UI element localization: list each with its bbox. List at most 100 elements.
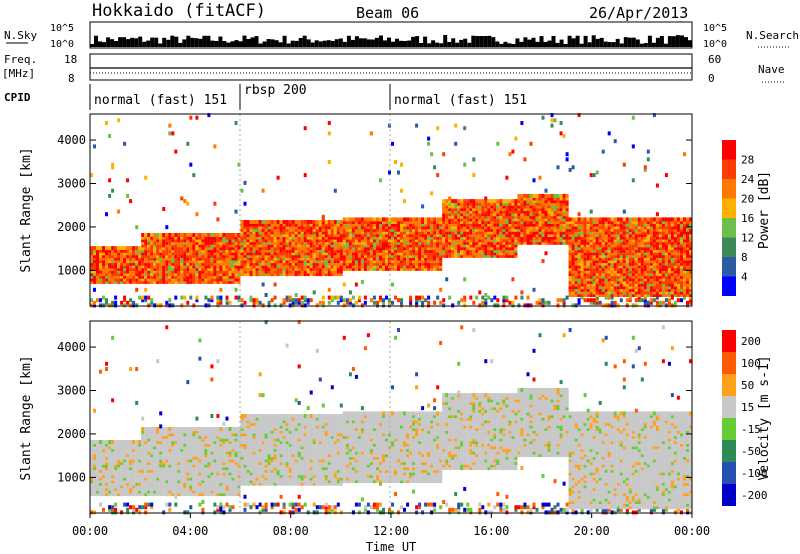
power-cell xyxy=(391,141,395,146)
power-cell xyxy=(102,264,106,269)
power-cell xyxy=(394,264,398,269)
power-cell xyxy=(168,233,172,237)
power-cell xyxy=(475,251,479,256)
power-cell xyxy=(336,220,340,224)
power-cell xyxy=(324,261,328,266)
power-cell xyxy=(240,269,244,274)
power-cell xyxy=(357,264,361,269)
power-cell xyxy=(264,264,268,269)
power-cell xyxy=(150,248,154,253)
power-cell xyxy=(282,259,286,264)
power-cell xyxy=(369,261,373,266)
power-cell xyxy=(376,230,380,235)
power-cell xyxy=(324,256,328,261)
power-cell xyxy=(418,261,422,266)
power-cell xyxy=(469,217,473,222)
power-cell xyxy=(508,243,512,248)
power-cell xyxy=(379,240,383,245)
power-cell xyxy=(559,193,563,198)
power-cell xyxy=(276,175,280,180)
power-cell xyxy=(141,240,145,245)
power-cell xyxy=(481,303,485,308)
power-cell xyxy=(309,220,313,224)
power-cell xyxy=(93,256,97,261)
power-cell xyxy=(376,240,380,245)
power-cell xyxy=(342,303,346,308)
power-cell xyxy=(556,298,560,303)
nsky-bar xyxy=(262,41,267,47)
power-cell xyxy=(234,251,238,256)
nsky-tick-top: 10^5 xyxy=(50,23,74,34)
power-cell xyxy=(273,303,277,308)
power-cell xyxy=(99,246,103,251)
power-cell xyxy=(475,207,479,211)
power-cell xyxy=(415,220,419,224)
power-cell xyxy=(270,220,274,224)
power-cell xyxy=(418,225,422,230)
power-cell xyxy=(255,225,259,230)
power-cell xyxy=(162,259,166,264)
power-cell xyxy=(264,293,268,297)
power-cell xyxy=(129,251,133,256)
power-cell xyxy=(90,253,94,258)
power-cell xyxy=(327,264,331,269)
power-cell xyxy=(276,261,280,266)
power-cell xyxy=(520,214,524,219)
power-cell xyxy=(180,248,184,253)
power-cell xyxy=(478,204,482,209)
power-cell xyxy=(234,235,238,240)
power-cell xyxy=(165,235,169,240)
power-cell xyxy=(333,261,337,266)
power-cell xyxy=(412,253,416,258)
power-cell xyxy=(222,235,226,240)
power-cell xyxy=(114,303,118,308)
power-cell xyxy=(258,238,262,243)
power-cell xyxy=(336,240,340,245)
power-cell xyxy=(391,222,395,227)
power-cell xyxy=(391,253,395,258)
power-cell xyxy=(198,264,202,269)
power-cell xyxy=(574,303,578,308)
power-cell xyxy=(376,300,380,305)
power-cell xyxy=(243,256,247,261)
power-cell xyxy=(490,243,494,248)
power-cell xyxy=(484,199,488,204)
power-cell xyxy=(400,220,404,224)
power-cell xyxy=(171,131,175,136)
power-cell xyxy=(433,222,437,227)
power-cell xyxy=(397,235,401,240)
power-cell xyxy=(628,217,632,222)
power-cell xyxy=(499,251,503,256)
power-cell xyxy=(520,233,524,237)
power-cell xyxy=(342,240,346,245)
power-cell xyxy=(204,295,208,300)
power-cell xyxy=(363,217,367,222)
power-cell xyxy=(478,290,482,295)
power-cell xyxy=(529,212,533,217)
power-cell xyxy=(159,243,163,248)
power-cell xyxy=(321,240,325,245)
power-cell xyxy=(598,217,602,222)
power-cell xyxy=(294,243,298,248)
power-cell xyxy=(406,259,410,264)
power-cell xyxy=(108,193,112,198)
power-cell xyxy=(288,240,292,245)
power-cell xyxy=(613,300,617,305)
power-cell xyxy=(571,217,575,222)
power-cell xyxy=(117,259,121,264)
power-cell xyxy=(177,233,181,237)
power-cell xyxy=(385,256,389,261)
power-cell xyxy=(526,235,530,240)
cpid-label: CPID xyxy=(4,91,31,104)
power-cell xyxy=(141,248,145,253)
power-cell xyxy=(511,246,515,251)
power-cell xyxy=(174,259,178,264)
power-cell xyxy=(225,240,229,245)
power-cell xyxy=(117,209,121,214)
power-cell xyxy=(159,277,163,282)
power-cell xyxy=(228,235,232,240)
nsky-bar xyxy=(459,39,464,47)
power-cell xyxy=(174,264,178,269)
power-cell xyxy=(306,269,310,274)
power-cell xyxy=(285,264,289,269)
